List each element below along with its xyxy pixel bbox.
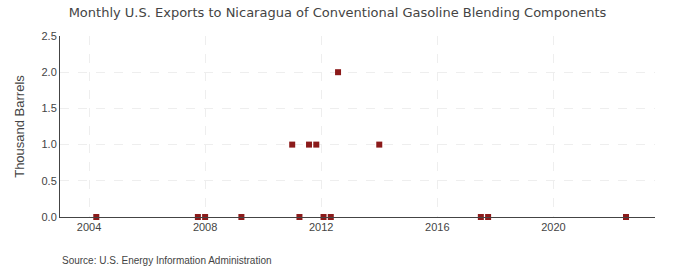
svg-text:2.0: 2.0 (42, 66, 57, 78)
svg-text:2.5: 2.5 (42, 30, 57, 42)
svg-text:0.5: 0.5 (42, 175, 57, 187)
svg-text:1.5: 1.5 (42, 102, 57, 114)
svg-text:Thousand Barrels: Thousand Barrels (12, 75, 27, 178)
svg-text:2008: 2008 (193, 221, 217, 233)
svg-text:Source: U.S. Energy Informatio: Source: U.S. Energy Information Administ… (62, 255, 272, 266)
svg-text:2016: 2016 (425, 221, 449, 233)
svg-text:0.0: 0.0 (42, 211, 57, 223)
svg-text:2004: 2004 (77, 221, 101, 233)
svg-text:2012: 2012 (309, 221, 333, 233)
svg-text:2020: 2020 (541, 221, 565, 233)
svg-text:Monthly U.S. Exports to Nicara: Monthly U.S. Exports to Nicaragua of Con… (69, 5, 607, 20)
svg-text:1.0: 1.0 (42, 138, 57, 150)
